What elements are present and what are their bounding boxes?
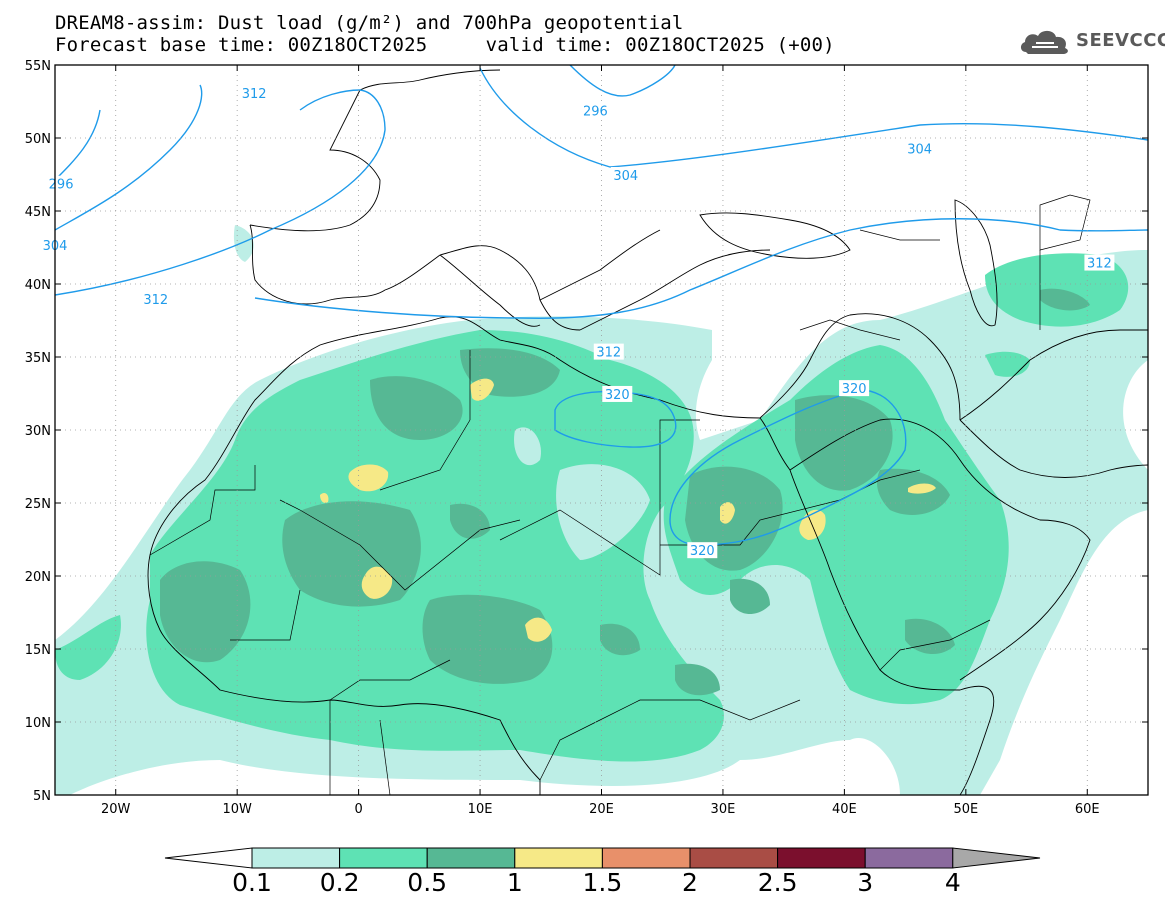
lon-tick-label: 10W	[222, 802, 252, 817]
lon-tick-label: 50E	[953, 802, 978, 817]
lon-tick-label: 60E	[1075, 802, 1100, 817]
contour-label: 304	[904, 140, 935, 158]
contour-label: 296	[580, 102, 611, 120]
colorbar-swatch	[864, 847, 954, 869]
svg-text:304: 304	[907, 143, 932, 158]
contour-label: 312	[140, 291, 171, 308]
colorbar-tick-label: 1	[506, 868, 523, 897]
colorbar-swatch	[251, 847, 341, 869]
svg-text:312: 312	[143, 293, 168, 308]
colorbar	[164, 847, 1041, 869]
contour-label: 312	[593, 343, 624, 361]
lon-tick-label: 30E	[711, 802, 736, 817]
colorbar-tick-label: 1.5	[582, 868, 623, 897]
colorbar-tick-label: 0.1	[232, 868, 272, 897]
colorbar-tick-label: 2	[682, 868, 698, 897]
lat-tick-label: 55N	[25, 59, 51, 74]
geopotential-contours	[55, 65, 1148, 546]
lon-tick-label: 10E	[468, 802, 493, 817]
colorbar-swatch	[777, 847, 866, 869]
svg-text:320: 320	[605, 388, 630, 403]
svg-text:312: 312	[242, 87, 267, 102]
lon-tick-label: 20W	[101, 802, 131, 817]
contour-label: 320	[839, 380, 870, 397]
cloud-logo-icon	[1020, 30, 1068, 54]
axis-ticks: 20W 10W 0 10E 20E 30E 40E 50E 60E 55N 50N 45N 40N 35N…	[25, 59, 1148, 817]
lat-tick-label: 45N	[25, 205, 51, 220]
lat-tick-label: 5N	[33, 789, 51, 804]
lat-tick-label: 40N	[25, 278, 51, 293]
svg-text:312: 312	[1087, 257, 1112, 272]
map-title: DREAM8-assim: Dust load (g/m²) and 700hP…	[55, 12, 684, 34]
lat-tick-label: 50N	[25, 132, 51, 147]
seevccc-logo: SEEVCCC	[1018, 26, 1165, 58]
contour-label: 296	[46, 175, 77, 193]
colorbar-tick-label: 0.5	[407, 868, 448, 897]
colorbar-high-arrow	[952, 847, 1041, 869]
svg-text:296: 296	[49, 178, 74, 193]
grid-lines	[55, 64, 1148, 796]
contour-label: 312	[239, 85, 270, 102]
colorbar-swatch	[339, 847, 428, 869]
lon-tick-label: 40E	[832, 802, 857, 817]
svg-text:320: 320	[842, 382, 867, 397]
lat-tick-label: 35N	[25, 351, 51, 366]
logo-text: SEEVCCC	[1076, 30, 1165, 51]
colorbar-tick-label: 0.2	[319, 868, 360, 897]
contour-label: 304	[610, 166, 641, 184]
coastlines	[147, 69, 1148, 795]
contour-label: 320	[602, 385, 633, 403]
contour-label: 312	[1084, 254, 1115, 272]
lat-tick-label: 15N	[25, 643, 51, 658]
svg-text:304: 304	[613, 169, 638, 184]
svg-text:312: 312	[596, 346, 621, 361]
colorbar-tick-label: 3	[857, 868, 874, 897]
lon-tick-label: 0	[354, 802, 362, 817]
colorbar-swatch	[514, 847, 603, 869]
lat-tick-label: 10N	[25, 716, 51, 731]
svg-text:320: 320	[690, 544, 715, 559]
forecast-time-line: Forecast base time: 00Z18OCT2025 valid t…	[55, 34, 835, 56]
contour-label: 320	[687, 542, 718, 559]
colorbar-swatch	[601, 847, 691, 869]
lat-tick-label: 20N	[25, 570, 51, 585]
svg-text:296: 296	[583, 105, 608, 120]
colorbar-tick-label: 2.5	[757, 868, 798, 897]
lat-tick-label: 25N	[25, 497, 51, 512]
lon-tick-label: 20E	[589, 802, 614, 817]
lat-tick-label: 30N	[25, 424, 51, 439]
colorbar-swatch	[426, 847, 516, 869]
colorbar-swatch	[689, 847, 779, 869]
colorbar-low-arrow	[164, 847, 253, 869]
colorbar-tick-label: 4	[944, 868, 961, 897]
